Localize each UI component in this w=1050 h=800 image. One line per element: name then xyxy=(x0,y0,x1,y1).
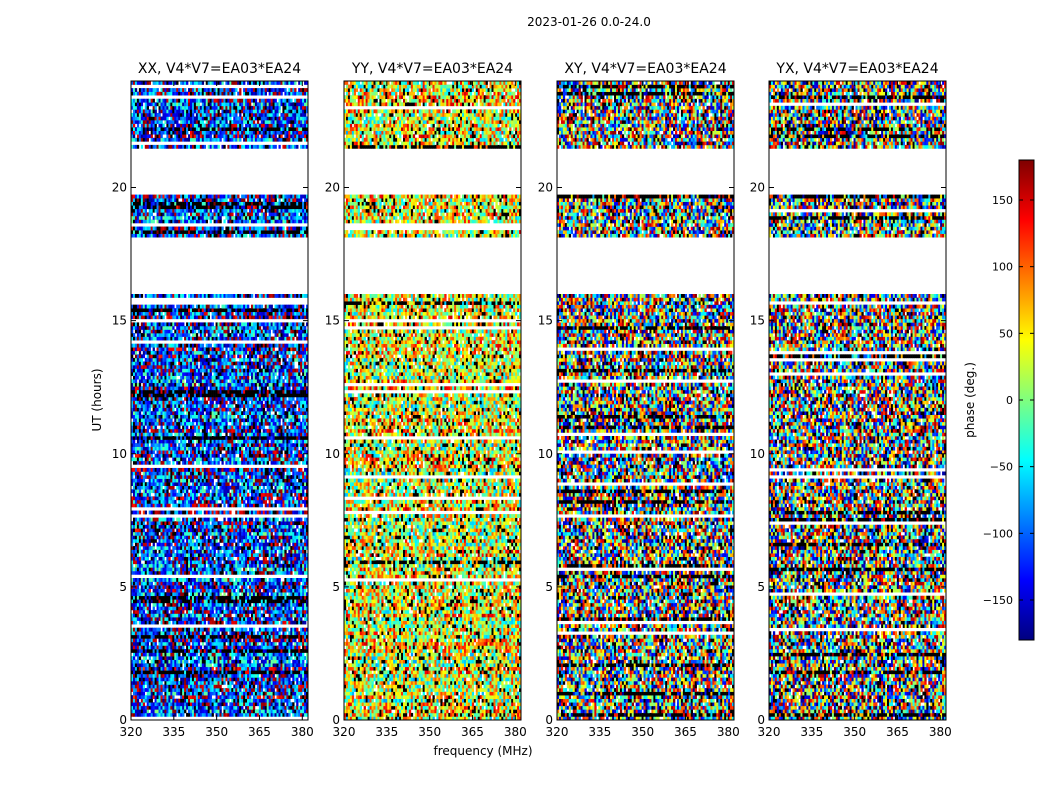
panel-3: XY, V4*V7=EA03*EA24 320 335 350 365 380 0 5 10 15… xyxy=(538,61,740,739)
colorbar-tick-label: 50 xyxy=(999,327,1013,340)
x-tick-label: 380 xyxy=(504,725,527,739)
y-axis-label: UT (hours) xyxy=(90,368,104,431)
y-tick-label: 15 xyxy=(538,314,553,328)
y-tick-label: 0 xyxy=(119,713,127,727)
y-tick-label: 5 xyxy=(545,580,553,594)
x-tick-label: 335 xyxy=(375,725,398,739)
y-tick-label: 20 xyxy=(325,181,340,195)
colorbar-tick-label: 0 xyxy=(1006,394,1013,407)
y-tick-label: 20 xyxy=(750,181,765,195)
panel-4: YX, V4*V7=EA03*EA24 320 335 350 365 380 0 5 10 15… xyxy=(750,61,952,739)
y-tick-label: 20 xyxy=(112,181,127,195)
heatmap xyxy=(131,81,308,717)
panel-frame xyxy=(130,80,309,721)
panel-2: YY, V4*V7=EA03*EA24 320 335 350 365 380 0 5 10 15… xyxy=(325,61,527,739)
heatmap xyxy=(769,81,946,720)
panel-frame xyxy=(768,80,947,721)
x-tick-label: 320 xyxy=(546,725,569,739)
x-tick-label: 335 xyxy=(588,725,611,739)
colorbar: 150 100 50 0 −50 −100 −150 phase (deg.) xyxy=(963,159,1035,641)
x-tick-label: 365 xyxy=(674,725,697,739)
panel-frame xyxy=(556,80,735,721)
x-tick-label: 320 xyxy=(758,725,781,739)
y-tick-label: 10 xyxy=(538,447,553,461)
y-tick-label: 5 xyxy=(757,580,765,594)
y-tick-label: 10 xyxy=(750,447,765,461)
x-tick-label: 380 xyxy=(291,725,314,739)
x-tick-label: 380 xyxy=(929,725,952,739)
y-tick-label: 0 xyxy=(757,713,765,727)
colorbar-tick-label: 100 xyxy=(992,261,1013,274)
x-tick-label: 365 xyxy=(461,725,484,739)
heatmap xyxy=(557,81,734,720)
x-tick-label: 365 xyxy=(886,725,909,739)
panel-title: YX, V4*V7=EA03*EA24 xyxy=(775,61,938,77)
x-tick-label: 365 xyxy=(248,725,271,739)
panels: XX, V4*V7=EA03*EA24 320 335 350 365 380 0 5 10 15… xyxy=(112,61,952,739)
x-tick-label: 350 xyxy=(205,725,228,739)
y-tick-label: 0 xyxy=(545,713,553,727)
y-tick-label: 15 xyxy=(112,314,127,328)
y-tick-label: 15 xyxy=(325,314,340,328)
y-tick-label: 0 xyxy=(332,713,340,727)
colorbar-tick-label: 150 xyxy=(992,194,1013,207)
y-tick-label: 5 xyxy=(119,580,127,594)
heatmap xyxy=(344,81,521,720)
colorbar-tick-label: −50 xyxy=(990,461,1013,474)
panel-title: XY, V4*V7=EA03*EA24 xyxy=(564,61,726,77)
x-tick-label: 380 xyxy=(717,725,740,739)
y-tick-label: 10 xyxy=(112,447,127,461)
x-tick-label: 350 xyxy=(418,725,441,739)
y-tick-label: 10 xyxy=(325,447,340,461)
panel-title: YY, V4*V7=EA03*EA24 xyxy=(351,61,513,77)
panel-1: XX, V4*V7=EA03*EA24 320 335 350 365 380 0 5 10 15… xyxy=(112,61,314,739)
y-tick-label: 20 xyxy=(538,181,553,195)
x-tick-label: 335 xyxy=(800,725,823,739)
x-tick-label: 335 xyxy=(162,725,185,739)
x-tick-label: 320 xyxy=(333,725,356,739)
x-axis-label: frequency (MHz) xyxy=(433,744,532,758)
x-tick-label: 350 xyxy=(843,725,866,739)
y-tick-label: 15 xyxy=(750,314,765,328)
colorbar-tick-label: −150 xyxy=(983,594,1013,607)
panel-frame xyxy=(343,80,522,721)
x-tick-label: 320 xyxy=(120,725,143,739)
colorbar-tick-label: −100 xyxy=(983,527,1013,540)
figure-suptitle: 2023-01-26 0.0-24.0 xyxy=(527,15,651,29)
colorbar-label: phase (deg.) xyxy=(963,362,977,438)
y-tick-label: 5 xyxy=(332,580,340,594)
x-tick-label: 350 xyxy=(631,725,654,739)
panel-title: XX, V4*V7=EA03*EA24 xyxy=(138,61,301,77)
